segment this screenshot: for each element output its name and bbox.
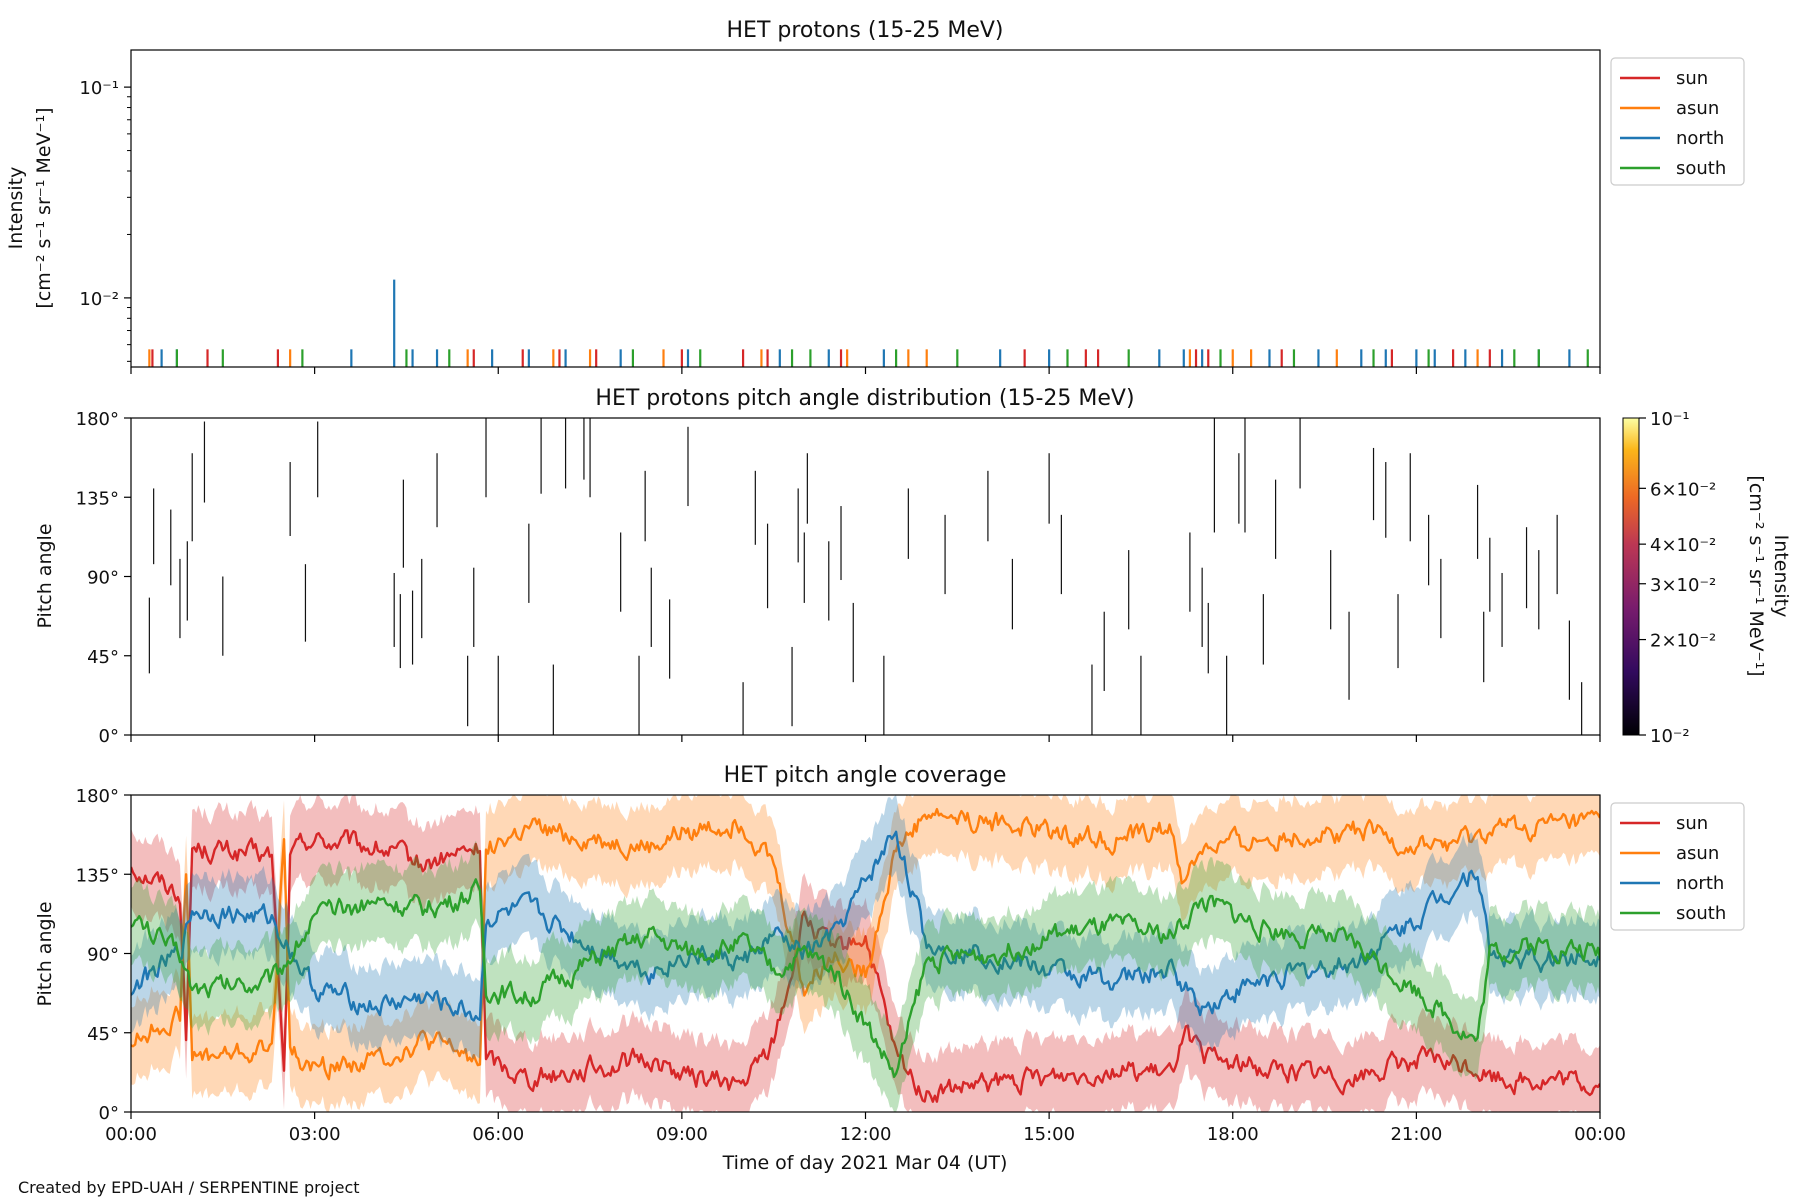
- xtick-label: 03:00: [289, 1124, 341, 1145]
- colorbar-strip: [1622, 417, 1640, 736]
- colorbar-ticks: 10⁻² 2×10⁻² 3×10⁻² 4×10⁻² 6×10⁻² 10⁻¹: [1639, 409, 1716, 747]
- xtick-label: 12:00: [840, 1124, 892, 1145]
- line-sun: [131, 829, 1600, 1103]
- ytick-label: 45°: [87, 1024, 119, 1045]
- band-south: [131, 840, 1600, 1112]
- panel2-yticks: 0° 45° 90° 135° 180°: [76, 409, 131, 747]
- band-sun: [131, 795, 1600, 1112]
- line-north: [131, 830, 1600, 1022]
- panel-intensity: HET protons (15-25 MeV) 10⁻² 10⁻¹ Intensi…: [5, 18, 1745, 374]
- legend-bottom: sun asun north south: [1610, 802, 1745, 931]
- legend-label-south: south: [1676, 903, 1726, 924]
- xtick-label: 06:00: [472, 1124, 524, 1145]
- xtick-label: 21:00: [1390, 1124, 1442, 1145]
- panel2-frame: [130, 417, 1601, 736]
- legend-label-asun: asun: [1676, 843, 1719, 864]
- ytick-label: 135°: [76, 865, 119, 886]
- legend-label-sun: sun: [1676, 68, 1708, 89]
- colorbar: 10⁻² 2×10⁻² 3×10⁻² 4×10⁻² 6×10⁻² 10⁻¹ Intensi…: [1622, 409, 1792, 747]
- colorbar-tick-label: 10⁻¹: [1650, 409, 1690, 430]
- xtick-label: 09:00: [656, 1124, 708, 1145]
- panel-pitch-coverage: HET pitch angle coverage 0° 45° 90° 135° 180…: [34, 763, 1745, 1174]
- line-south: [131, 878, 1600, 1078]
- xtick-label: 00:00: [105, 1124, 157, 1145]
- legend-label-sun: sun: [1676, 813, 1708, 834]
- ytick-label: 90°: [87, 945, 119, 966]
- panel-pitch-distribution: HET protons pitch angle distribution (15…: [34, 386, 1792, 747]
- colorbar-tick-label: 3×10⁻²: [1650, 575, 1716, 596]
- ytick-label: 90°: [87, 568, 119, 589]
- legend-box: [1610, 57, 1745, 186]
- band-asun: [131, 795, 1600, 1112]
- panel1-ylabel-line2: [cm⁻² s⁻¹ sr⁻¹ MeV⁻¹]: [33, 107, 55, 308]
- panel3-yticks: 0° 45° 90° 135° 180°: [76, 786, 131, 1124]
- panel3-xticks: 00:00 03:00 06:00 09:00 12:00 15:00 18:00 21:00…: [105, 1112, 1626, 1145]
- ytick-label: 0°: [99, 1103, 119, 1124]
- ytick-label: 0°: [99, 726, 119, 747]
- panel2-title: HET protons pitch angle distribution (15…: [595, 386, 1134, 411]
- panel3-plot: [131, 795, 1600, 1112]
- panel2-xticks: [130, 735, 1601, 742]
- panel3-ylabel: Pitch angle: [34, 901, 56, 1006]
- colorbar-label-line2: [cm⁻² s⁻¹ sr⁻¹ MeV⁻¹]: [1745, 475, 1767, 676]
- ytick-label: 45°: [87, 647, 119, 668]
- panel1-xticks: [130, 367, 1601, 374]
- panel1-title: HET protons (15-25 MeV): [727, 18, 1004, 43]
- panel1-ytick-label: 10⁻¹: [79, 78, 119, 99]
- panel1-bars: [148, 279, 1589, 367]
- xtick-label: 18:00: [1207, 1124, 1259, 1145]
- colorbar-tick-label: 2×10⁻²: [1650, 631, 1716, 652]
- ytick-label: 180°: [76, 409, 119, 430]
- xtick-label: 00:00: [1574, 1124, 1626, 1145]
- line-asun: [131, 807, 1600, 1081]
- x-axis-label: Time of day 2021 Mar 04 (UT): [722, 1152, 1008, 1174]
- panel1-yticks: 10⁻² 10⁻¹: [79, 78, 131, 362]
- legend-label-north: north: [1676, 873, 1724, 894]
- panel2-segments: [148, 418, 1583, 735]
- legend-label-south: south: [1676, 158, 1726, 179]
- panel1-ylabel-line1: Intensity: [5, 167, 27, 250]
- legend-top: sun asun north south: [1610, 57, 1745, 186]
- legend-label-north: north: [1676, 128, 1724, 149]
- xtick-label: 15:00: [1023, 1124, 1075, 1145]
- colorbar-tick-label: 10⁻²: [1650, 726, 1690, 747]
- ytick-label: 135°: [76, 488, 119, 509]
- colorbar-label-line1: Intensity: [1770, 535, 1792, 618]
- ytick-label: 180°: [76, 786, 119, 807]
- legend-label-asun: asun: [1676, 98, 1719, 119]
- legend-box: [1610, 802, 1745, 931]
- colorbar-tick-label: 6×10⁻²: [1650, 479, 1716, 500]
- panel1-ytick-label: 10⁻²: [79, 289, 119, 310]
- footer-credit: Created by EPD-UAH / SERPENTINE project: [18, 1178, 360, 1197]
- band-north: [131, 795, 1600, 1060]
- panel3-title: HET pitch angle coverage: [724, 763, 1007, 788]
- panel2-ylabel: Pitch angle: [34, 523, 56, 628]
- panel1-frame: [130, 49, 1601, 368]
- colorbar-tick-label: 4×10⁻²: [1650, 535, 1716, 556]
